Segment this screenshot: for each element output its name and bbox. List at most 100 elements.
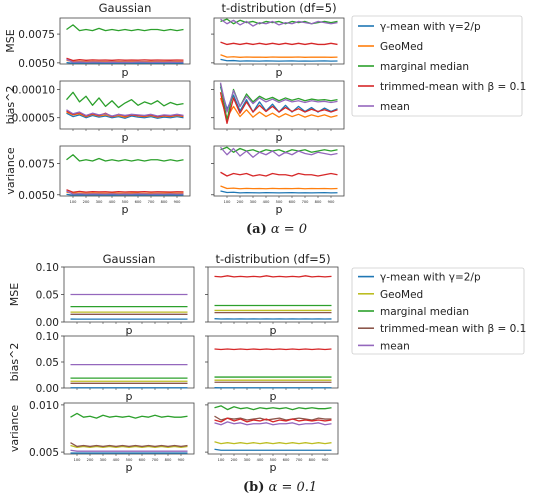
xtick-label-b-0-8: 900 xyxy=(178,458,186,462)
ylabel-a-2: variance xyxy=(4,147,17,195)
series-line-b-2-1-2 xyxy=(214,405,332,411)
xtick-label-a-0-6: 700 xyxy=(148,200,156,204)
series-line-a-2-0-4 xyxy=(66,190,184,195)
ytick-label-b-2-1: 0.005 xyxy=(29,447,59,459)
series-line-a-1-0-2 xyxy=(66,91,184,109)
xtick-label-a-0-5: 600 xyxy=(135,200,143,204)
series-line-a-2-1-4 xyxy=(220,146,338,158)
xtick-label-a-0-0: 100 xyxy=(70,200,78,204)
series-line-b-1-1-4 xyxy=(214,348,332,351)
xtick-label-a-1-1: 200 xyxy=(237,200,245,204)
panel-frame-a-2-1 xyxy=(213,145,345,197)
xtick-label-a-0-2: 300 xyxy=(96,200,104,204)
ytick-label-a-0-1: 0.0050 xyxy=(18,58,55,70)
ytick-label-b-0-0: 0.10 xyxy=(36,262,59,274)
xlabel-b-0-1: p xyxy=(270,324,277,337)
xtick-label-a-1-0: 100 xyxy=(224,200,232,204)
series-line-b-2-0-1 xyxy=(70,444,188,449)
xtick-label-a-0-7: 800 xyxy=(161,200,169,204)
xlabel-a-2-1: p xyxy=(276,203,283,216)
xlabel-b-1-0: p xyxy=(126,390,133,403)
xtick-label-a-0-4: 500 xyxy=(122,200,130,204)
legend-label-b-0: γ-mean with γ=2/p xyxy=(380,272,481,284)
ytick-label-a-1-1: 0.00005 xyxy=(12,113,55,125)
panel-frame-a-1-0 xyxy=(59,80,191,130)
xtick-label-b-1-3: 400 xyxy=(257,458,265,462)
series-line-b-2-1-1 xyxy=(214,441,332,445)
legend-box-a xyxy=(351,15,523,117)
ytick-label-b-1-0: 0.10 xyxy=(36,331,59,343)
xtick-label-a-0-8: 900 xyxy=(174,200,182,204)
xtick-label-b-0-5: 600 xyxy=(139,458,147,462)
xtick-label-a-1-7: 800 xyxy=(315,200,323,204)
xtick-label-a-1-3: 400 xyxy=(263,200,271,204)
legend-label-a-0: γ-mean with γ=2/p xyxy=(380,21,481,33)
xtick-label-b-1-2: 300 xyxy=(244,458,252,462)
ytick-label-a-1-0: 0.00010 xyxy=(12,84,55,96)
series-line-a-0-1-1 xyxy=(220,54,338,58)
xlabel-b-0-0: p xyxy=(126,324,133,337)
xtick-label-a-0-3: 400 xyxy=(109,200,117,204)
caption-b: (b) α = 0.1 xyxy=(243,480,317,495)
ylabel-a-1: bias^2 xyxy=(4,86,17,125)
ylabel-a-0: MSE xyxy=(4,29,17,52)
xtick-label-b-0-2: 300 xyxy=(100,458,108,462)
series-line-b-2-1-3 xyxy=(214,415,332,421)
caption-a-text: α = 0 xyxy=(270,222,308,237)
xtick-label-b-0-4: 500 xyxy=(126,458,134,462)
column-title-a-0: Gaussian xyxy=(99,1,152,15)
series-line-a-2-1-2 xyxy=(220,146,338,153)
xtick-label-b-1-7: 800 xyxy=(309,458,317,462)
caption-a: (a) α = 0 xyxy=(246,222,307,237)
series-line-a-0-1-3 xyxy=(220,41,338,46)
ytick-label-b-0-1: 0.05 xyxy=(36,290,59,302)
xtick-label-b-1-4: 500 xyxy=(270,458,278,462)
series-line-a-1-1-3 xyxy=(219,92,338,124)
series-line-a-0-0-3 xyxy=(66,57,184,62)
series-line-b-2-0-2 xyxy=(70,412,188,419)
xtick-label-a-1-2: 300 xyxy=(250,200,258,204)
series-line-a-1-0-0 xyxy=(66,112,184,119)
series-line-b-2-1-4 xyxy=(214,417,332,423)
panel-frame-a-1-1 xyxy=(213,80,345,130)
series-line-a-2-0-3 xyxy=(66,189,184,193)
legend-label-b-1: GeoMed xyxy=(380,289,423,301)
xtick-label-b-1-1: 200 xyxy=(231,458,239,462)
ytick-label-b-1-1: 0.05 xyxy=(36,357,59,369)
legend-label-b-3: trimmed-mean with β = 0.1 xyxy=(380,323,526,335)
xlabel-a-1-1: p xyxy=(276,131,283,144)
series-line-a-2-1-1 xyxy=(220,185,338,190)
xtick-label-b-1-5: 600 xyxy=(283,458,291,462)
xtick-label-b-0-1: 200 xyxy=(87,458,95,462)
series-line-a-1-1-1 xyxy=(219,97,338,119)
ytick-label-b-2-0: 0.010 xyxy=(29,400,59,412)
xlabel-b-2-1: p xyxy=(270,461,277,474)
xtick-label-a-1-8: 900 xyxy=(328,200,336,204)
series-line-a-1-1-4 xyxy=(219,82,338,113)
legend-label-b-2: marginal median xyxy=(380,306,469,318)
xlabel-a-0-0: p xyxy=(122,66,129,79)
xtick-label-b-0-7: 800 xyxy=(165,458,173,462)
series-line-a-0-0-2 xyxy=(66,24,184,32)
caption-a-tag: (a) xyxy=(246,222,267,237)
column-title-a-1: t-distribution (df=5) xyxy=(221,1,336,15)
xtick-label-a-1-4: 500 xyxy=(276,200,284,204)
series-line-a-2-1-3 xyxy=(220,171,338,177)
xlabel-b-1-1: p xyxy=(270,390,277,403)
xtick-label-b-1-8: 900 xyxy=(322,458,330,462)
series-line-a-0-0-0 xyxy=(66,61,184,64)
caption-b-text: α = 0.1 xyxy=(268,480,318,495)
xlabel-a-0-1: p xyxy=(276,66,283,79)
series-line-b-2-0-3 xyxy=(70,442,188,448)
ytick-label-b-0-2: 0.00 xyxy=(36,317,59,329)
series-line-b-2-0-4 xyxy=(70,449,188,452)
column-title-b-0: Gaussian xyxy=(103,252,156,266)
series-line-a-0-1-2 xyxy=(220,18,338,25)
series-line-b-2-1-5 xyxy=(214,421,332,426)
ytick-label-a-2-0: 0.0075 xyxy=(18,159,55,171)
column-title-b-1: t-distribution (df=5) xyxy=(215,252,330,266)
xtick-label-b-0-0: 100 xyxy=(74,458,82,462)
ylabel-b-1: bias^2 xyxy=(8,343,21,382)
panel-frame-a-0-0 xyxy=(59,17,191,65)
